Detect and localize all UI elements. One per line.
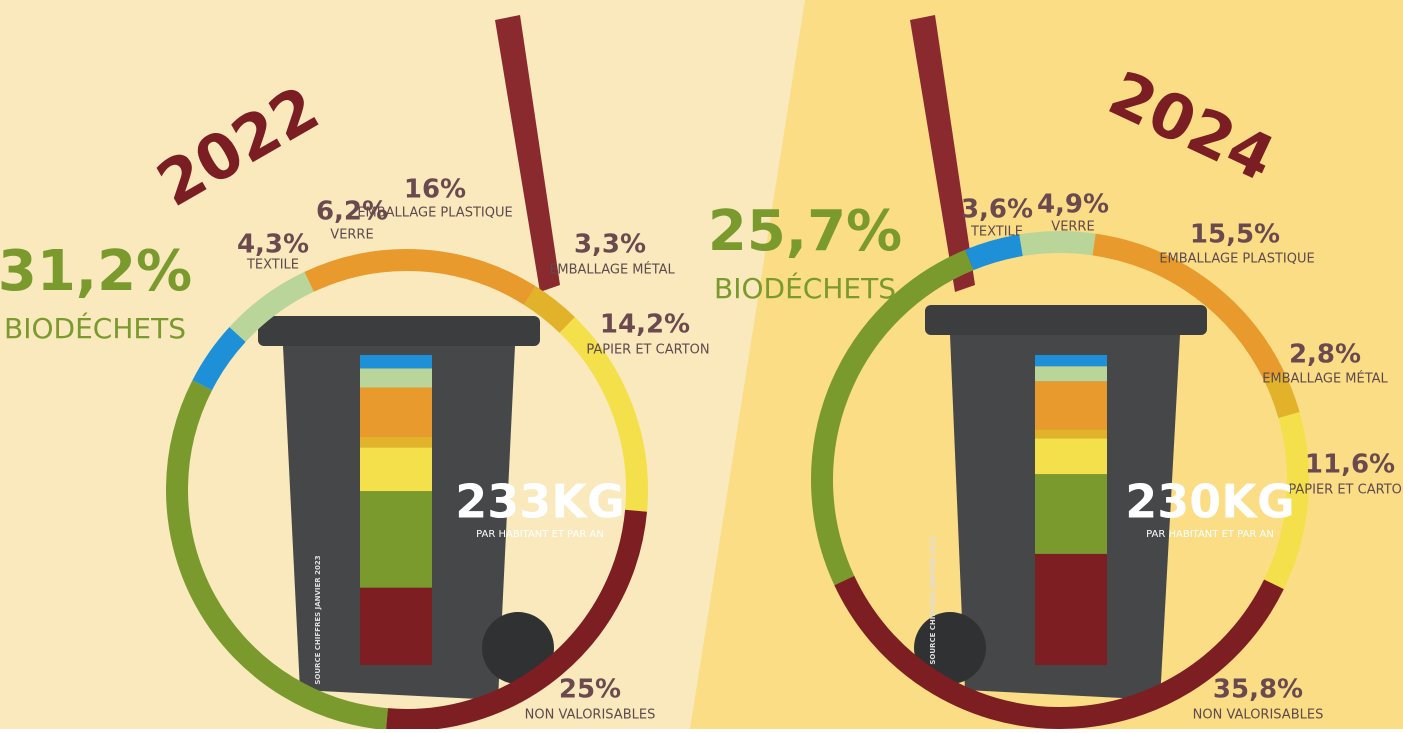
category-label: VERRE <box>1051 220 1094 235</box>
value-label: 31,2% <box>0 239 192 304</box>
value-label: 35,8% <box>1213 675 1303 705</box>
bin-stack-segment <box>1035 429 1107 438</box>
category-label: NON VALORISABLES <box>525 708 656 723</box>
category-label: EMBALLAGE PLASTIQUE <box>357 206 512 221</box>
source-note: SOURCE CHIFFRES JANVIER 2023 <box>929 535 937 664</box>
value-label: 4,9% <box>1037 190 1109 220</box>
category-label: NON VALORISABLES <box>1193 708 1324 723</box>
bin-stack-segment <box>360 588 432 665</box>
bin-rim <box>925 305 1207 335</box>
bin-stack-segment <box>1035 355 1107 366</box>
category-label: PAPIER ET CARTON <box>1288 483 1403 498</box>
value-label: 4,3% <box>237 230 309 260</box>
value-label: 16% <box>404 175 466 205</box>
bin-stack-segment <box>1035 438 1107 474</box>
category-label: BIODÉCHETS <box>4 311 186 345</box>
bin-stack-segment <box>1035 474 1107 554</box>
bin-stack-segment <box>360 368 432 387</box>
category-label: VERRE <box>330 228 373 243</box>
value-label: 11,6% <box>1305 450 1395 480</box>
bin-stack-segment <box>360 355 432 368</box>
value-label: 14,2% <box>600 310 690 340</box>
category-label: EMBALLAGE PLASTIQUE <box>1159 252 1314 267</box>
source-note: SOURCE CHIFFRES JANVIER 2023 <box>314 555 322 684</box>
bin-stack-segment <box>1035 554 1107 665</box>
category-label: EMBALLAGE MÉTAL <box>549 262 675 278</box>
ring-segment <box>969 245 1021 260</box>
value-label: 2,8% <box>1289 340 1361 370</box>
bin-stack-segment <box>1035 366 1107 381</box>
bin-rim <box>258 316 540 346</box>
category-label: PAPIER ET CARTON <box>586 343 709 358</box>
category-label: TEXTILE <box>970 225 1023 240</box>
total-caption: PAR HABITANT ET PAR AN <box>476 529 604 540</box>
bin-stack-segment <box>360 491 432 588</box>
value-label: 15,5% <box>1190 220 1280 250</box>
bin-stack-segment <box>360 447 432 491</box>
bin-stack-segment <box>360 387 432 437</box>
bin-stack-segment <box>360 437 432 447</box>
value-label: 25,7% <box>708 199 902 264</box>
category-label: EMBALLAGE MÉTAL <box>1262 371 1388 387</box>
total-caption: PAR HABITANT ET PAR AN <box>1146 529 1274 540</box>
value-label: 3,6% <box>961 195 1033 225</box>
total-label: 230KG <box>1125 475 1294 529</box>
total-label: 233KG <box>455 475 624 529</box>
category-label: TEXTILE <box>246 258 299 273</box>
value-label: 25% <box>559 675 621 705</box>
value-label: 3,3% <box>574 230 646 260</box>
category-label: BIODÉCHETS <box>714 271 896 305</box>
infographic: 202231,2%BIODÉCHETS4,3%TEXTILE6,2%VERRE1… <box>0 0 1403 729</box>
bin-stack-segment <box>1035 381 1107 429</box>
ring-segment <box>1021 242 1094 245</box>
